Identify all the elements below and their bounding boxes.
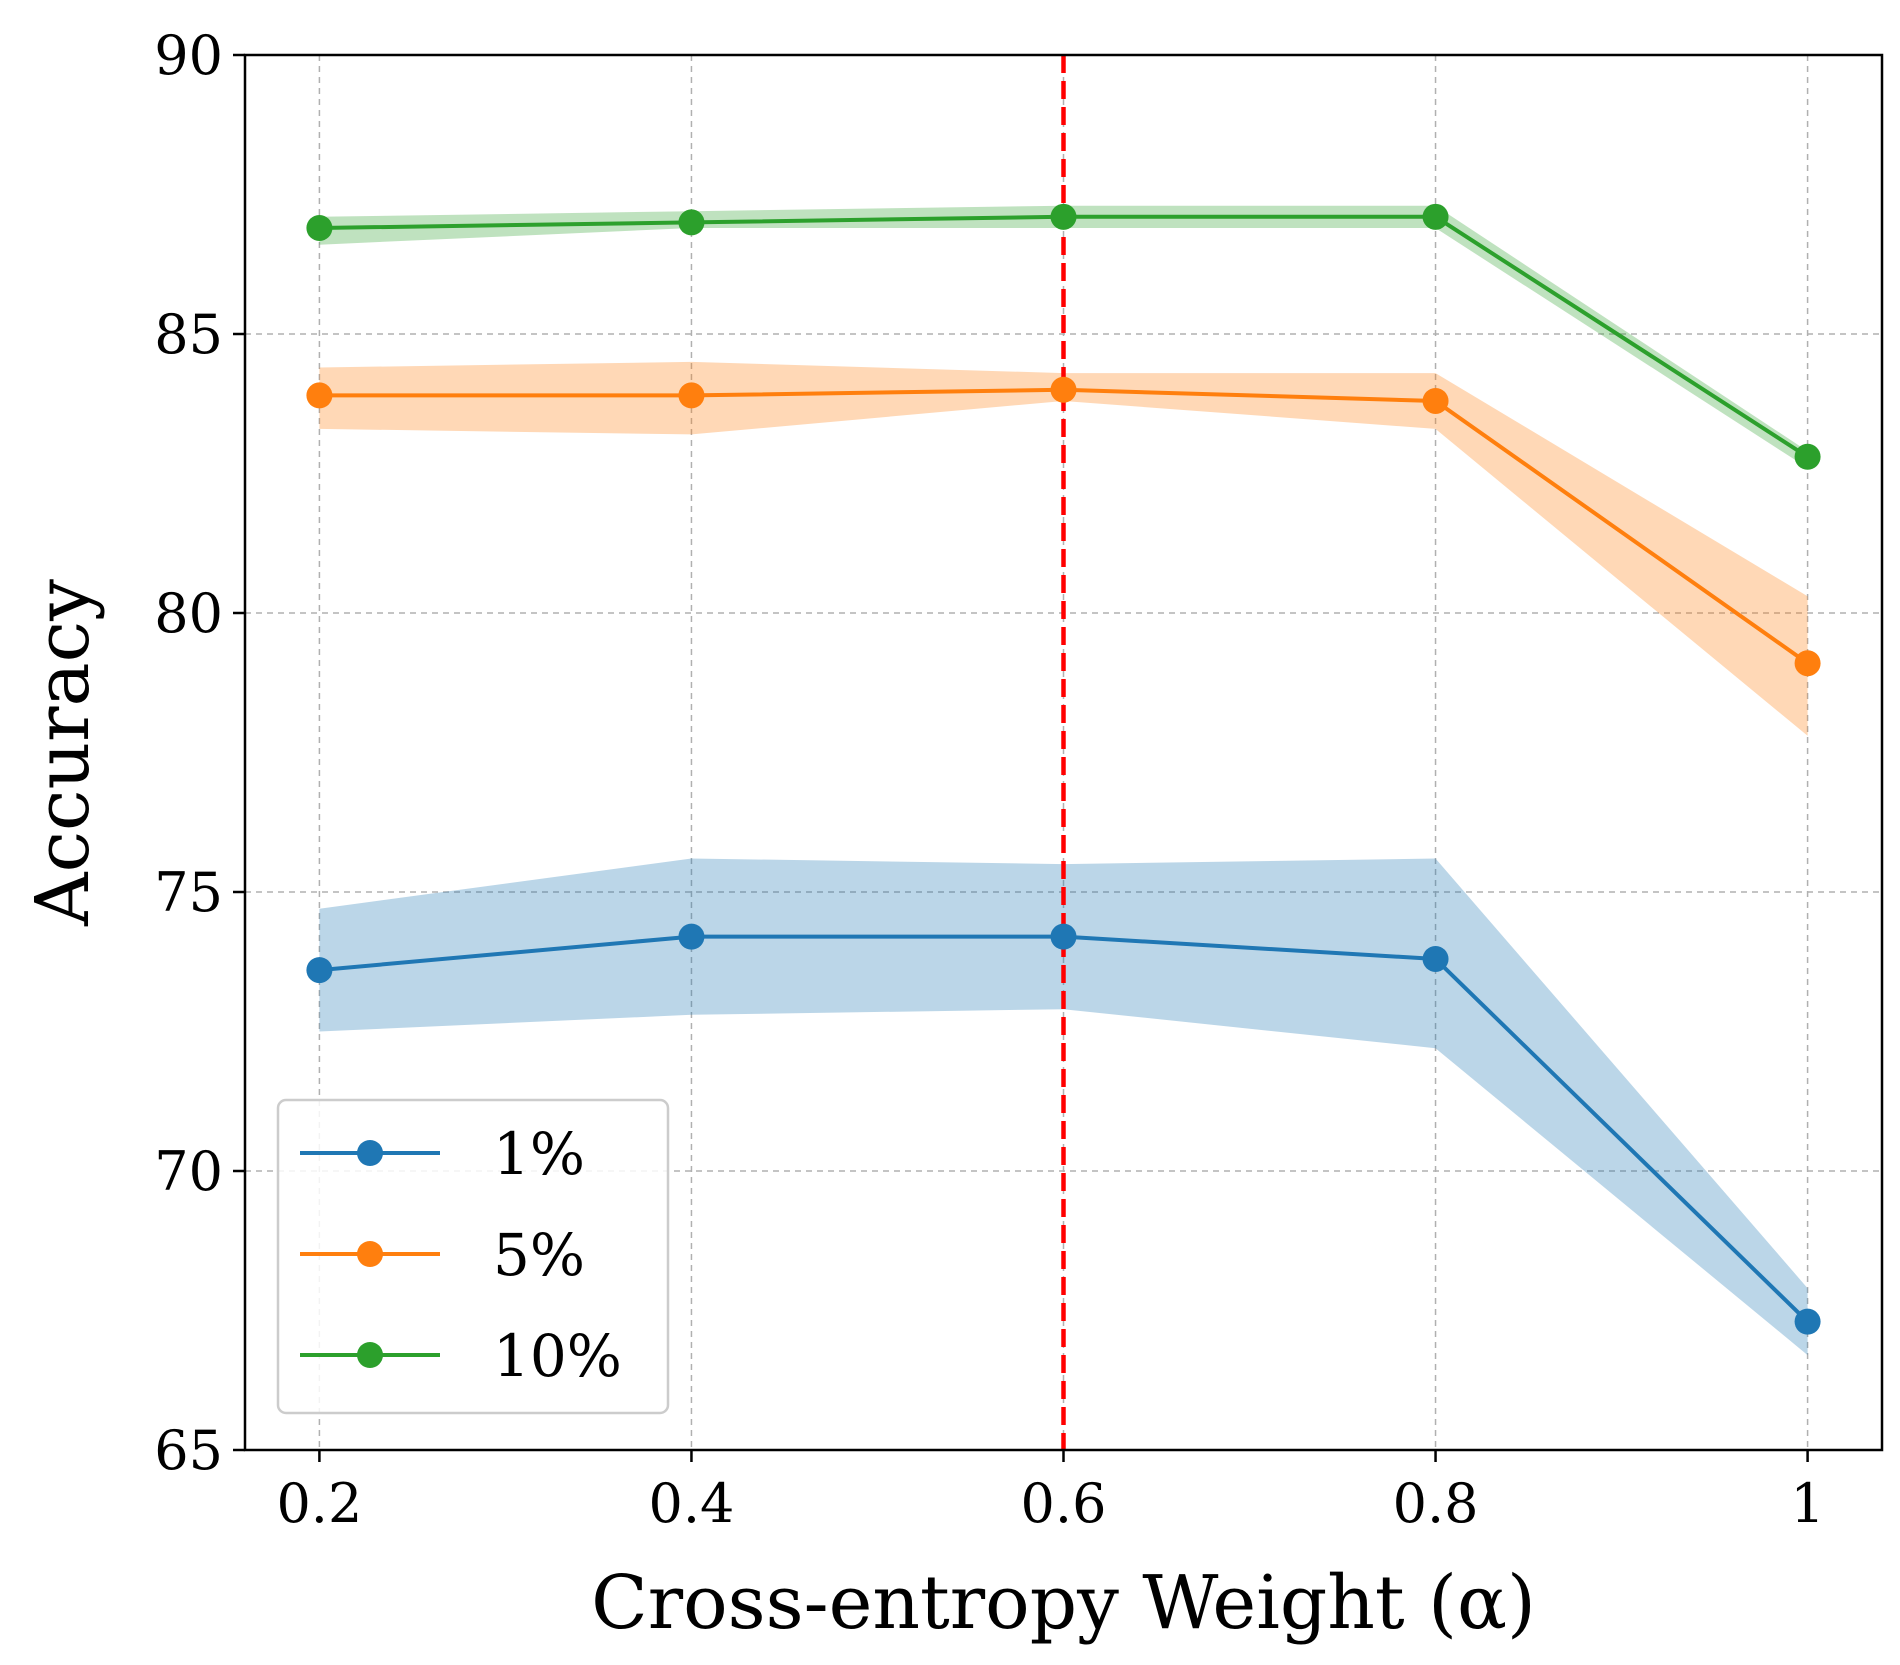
legend-label-3: 10% [493,1322,622,1390]
y-axis-title: Accuracy [20,579,106,927]
data-point [1050,923,1077,950]
legend-marker-3 [357,1342,383,1368]
y-tick-label: 90 [154,24,223,87]
legend-label-2: 5% [493,1221,585,1289]
data-point [306,382,333,409]
x-axis-title: Cross-entropy Weight (α) [591,1560,1536,1646]
data-point [306,957,333,984]
data-point [678,923,705,950]
data-point [1794,443,1821,470]
y-tick-label: 85 [154,303,223,366]
data-point [678,209,705,236]
legend-marker-2 [357,1241,383,1267]
data-point [1422,203,1449,230]
axis-ticks: 0.2 0.4 0.6 0.8 1 65 70 75 80 85 90 [154,24,1824,1535]
data-point [1422,945,1449,972]
band-3 [319,205,1808,468]
data-point [1050,203,1077,230]
x-tick-label: 0.6 [1021,1472,1107,1535]
y-tick-label: 70 [154,1140,223,1203]
y-tick-label: 80 [154,582,223,645]
legend-label-1: 1% [493,1120,585,1188]
x-tick-label: 1 [1790,1472,1824,1535]
y-tick-label: 75 [154,861,223,924]
confidence-bands [319,205,1808,1356]
band-2 [319,361,1808,736]
x-tick-label: 0.2 [276,1472,362,1535]
data-point [306,214,333,241]
data-point [1794,650,1821,677]
x-tick-label: 0.8 [1393,1472,1479,1535]
data-point [678,382,705,409]
legend: 1% 5% 10% [276,1098,670,1415]
y-tick-label: 65 [154,1419,223,1482]
legend-box [276,1098,670,1415]
series-points [306,203,1821,1335]
data-point [1422,387,1449,414]
data-point [1050,376,1077,403]
data-point [1794,1308,1821,1335]
band-1 [319,858,1808,1356]
x-tick-label: 0.4 [649,1472,735,1535]
legend-marker-1 [357,1140,383,1166]
